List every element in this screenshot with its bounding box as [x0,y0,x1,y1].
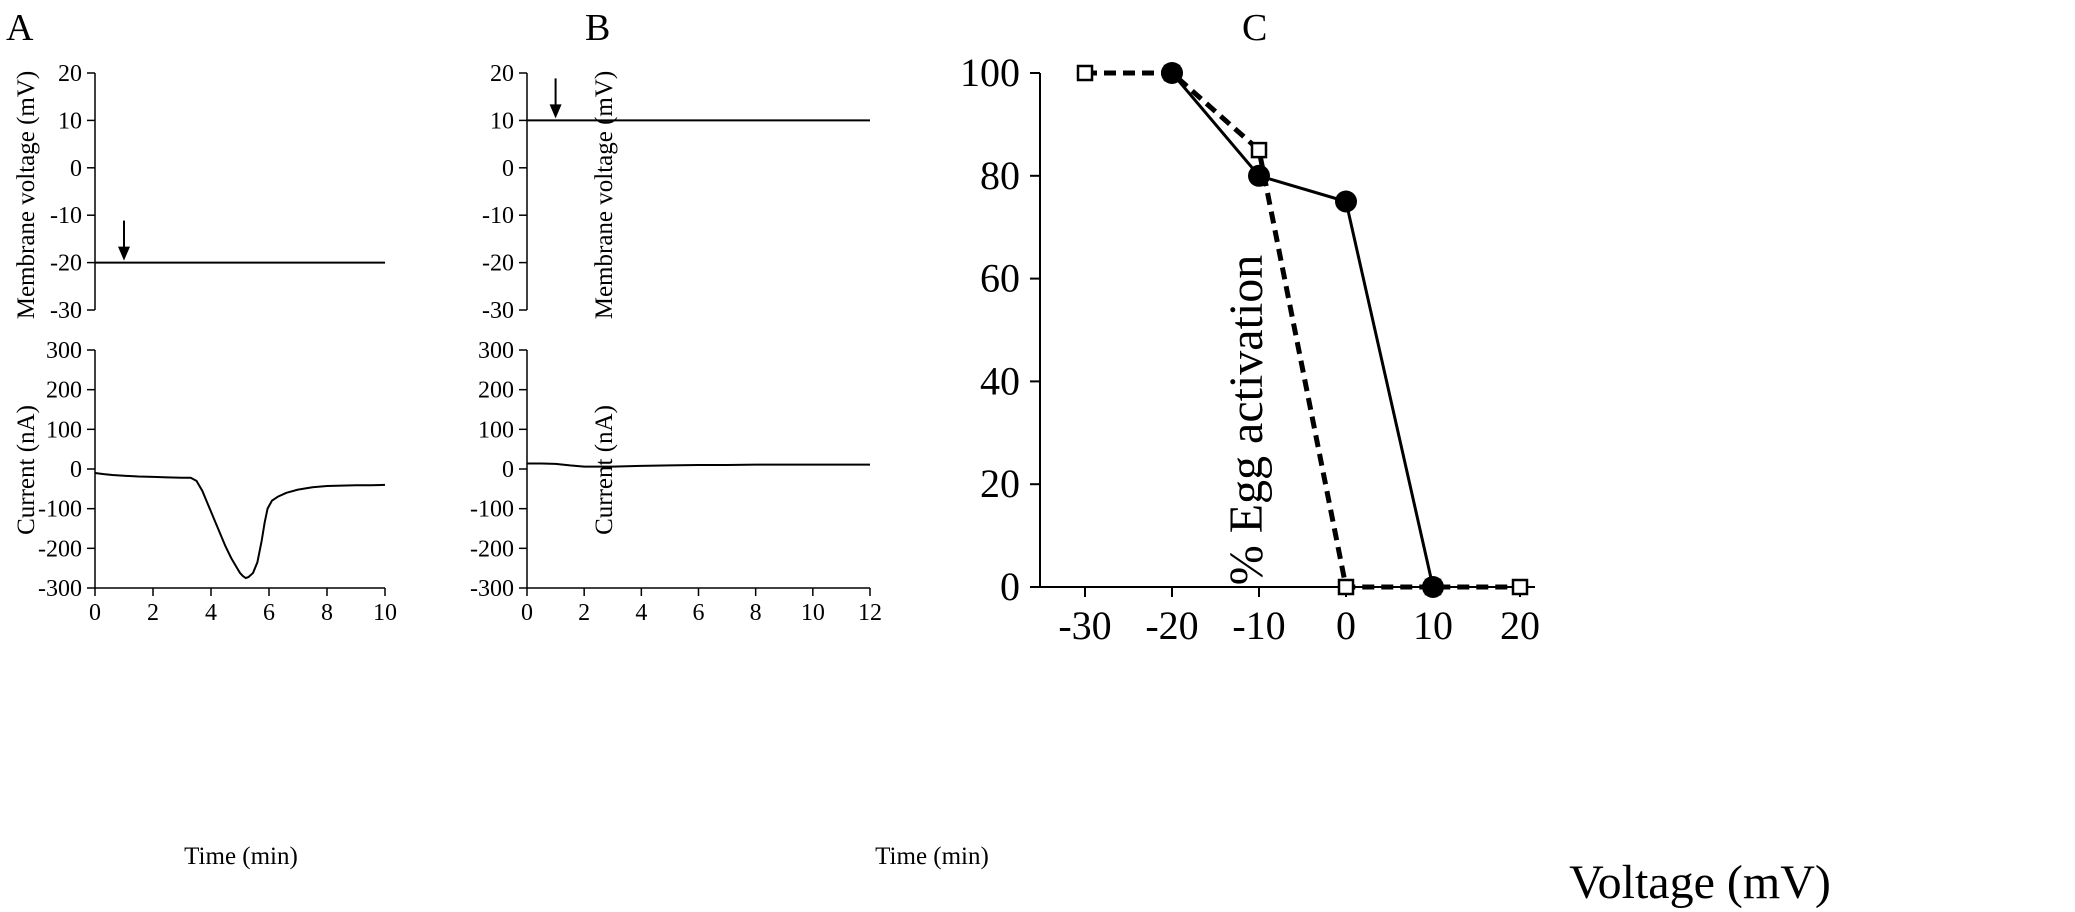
voltage-y-tick-label: -10 [50,203,82,229]
current-y-tick-label: 0 [502,457,514,483]
time-x-tick-label: 2 [147,600,159,626]
time-x-tick-label: 0 [89,600,101,626]
panel-letter-c: C [1242,7,1267,49]
panel-b-current-trace [527,462,870,468]
filled-circle-point [1161,62,1183,84]
panel-c-ylabel: % Egg activation [1220,255,1273,586]
filled-circle-point [1335,190,1357,213]
panel-c-x-tick-label: -20 [1145,603,1198,648]
panel-b-voltage-plot: 20 10 0 -10 -20 -30 [482,61,870,324]
panel-c-y-tick-label: 20 [980,461,1020,506]
current-y-tick-label: -300 [470,576,514,602]
voltage-y-tick-label: -30 [482,298,514,324]
panel-c-y-tick-label: 0 [1000,564,1020,609]
current-y-tick-label: 0 [70,457,82,483]
panel-c-y-tick-label: 60 [980,256,1020,301]
current-y-tick-label: -100 [470,497,514,523]
time-x-tick-label: 10 [373,600,397,626]
time-x-tick-label: 6 [263,600,275,626]
voltage-y-tick-label: -30 [50,298,82,324]
current-y-tick-label: 100 [46,417,82,443]
voltage-y-tick-label: 0 [70,156,82,182]
voltage-y-tick-label: -20 [482,251,514,277]
panel-a-current-trace [94,471,386,580]
current-y-tick-label: 200 [46,378,82,404]
voltage-y-tick-label: 10 [490,108,514,134]
time-x-tick-label: 8 [321,600,333,626]
panel-b-current-plot: 300 200 100 0 -100 -200 -300 0 2 4 6 8 10 12 [470,338,882,626]
panel-letter-a: A [6,7,34,49]
time-x-tick-label: 4 [635,600,647,626]
open-square-point [1337,578,1355,596]
time-x-tick-label: 6 [693,600,705,626]
panel-b-voltage-ylabel: Membrane voltage (mV) [591,71,618,320]
voltage-y-tick-label: -20 [50,251,82,277]
panel-a-xlabel: Time (min) [184,843,298,870]
time-x-tick-label: 10 [801,600,825,626]
open-square-point [1250,141,1268,159]
open-square-series-line [1085,70,1520,590]
panel-b-xlabel: Time (min) [875,843,989,870]
panel-c-y-tick-label: 100 [960,50,1020,95]
filled-circle-point [1422,576,1444,598]
panel-letter-b: B [585,7,610,49]
panel-c: C 100 80 60 40 20 0 -30 -20 -10 0 10 20 % Egg activ… [960,7,1831,909]
time-x-tick-label: 12 [858,600,882,626]
time-x-tick-label: 4 [205,600,217,626]
panel-c-x-tick-label: -30 [1058,603,1111,648]
panel-c-y-tick-label: 40 [980,358,1020,403]
voltage-y-tick-label: 20 [490,61,514,87]
open-square-point [1076,64,1094,82]
voltage-y-tick-label: 20 [58,61,82,87]
stimulus-arrow-head [118,246,130,261]
time-x-tick-label: 8 [750,600,762,626]
panel-a-voltage-ylabel: Membrane voltage (mV) [13,71,40,320]
current-y-tick-label: -200 [470,536,514,562]
panel-a-current-ylabel: Current (nA) [13,405,40,535]
current-y-tick-label: 300 [46,338,82,364]
panel-a-current-plot: 300 200 100 0 -100 -200 -300 0 2 4 6 8 10 [38,338,397,626]
voltage-y-tick-label: 0 [502,156,514,182]
voltage-y-tick-label: -10 [482,203,514,229]
filled-circle-point [1248,164,1270,187]
panel-c-x-tick-label: -10 [1232,603,1285,648]
current-y-tick-label: 100 [478,417,514,443]
current-y-tick-label: -100 [38,497,82,523]
time-x-tick-label: 0 [521,600,533,626]
open-square-point [1511,578,1529,596]
current-y-tick-label: -200 [38,536,82,562]
current-y-tick-label: 200 [478,378,514,404]
current-y-tick-label: 300 [478,338,514,364]
panel-c-x-tick-label: 20 [1500,603,1540,648]
voltage-y-tick-label: 10 [58,108,82,134]
time-x-tick-label: 2 [578,600,590,626]
panel-a-voltage-plot: 20 10 0 -10 -20 -30 [50,61,385,324]
panel-c-xlabel: Voltage (mV) [1569,856,1831,909]
filled-circle-series-line [1170,72,1435,588]
panel-b-current-ylabel: Current (nA) [591,405,618,535]
panel-c-y-tick-label: 80 [980,153,1020,198]
current-y-tick-label: -300 [38,576,82,602]
panel-c-plot: 100 80 60 40 20 0 -30 -20 -10 0 10 20 [960,50,1540,648]
panel-c-x-tick-label: 10 [1413,603,1453,648]
stimulus-arrow-head [549,104,562,119]
panel-c-x-tick-label: 0 [1336,603,1356,648]
